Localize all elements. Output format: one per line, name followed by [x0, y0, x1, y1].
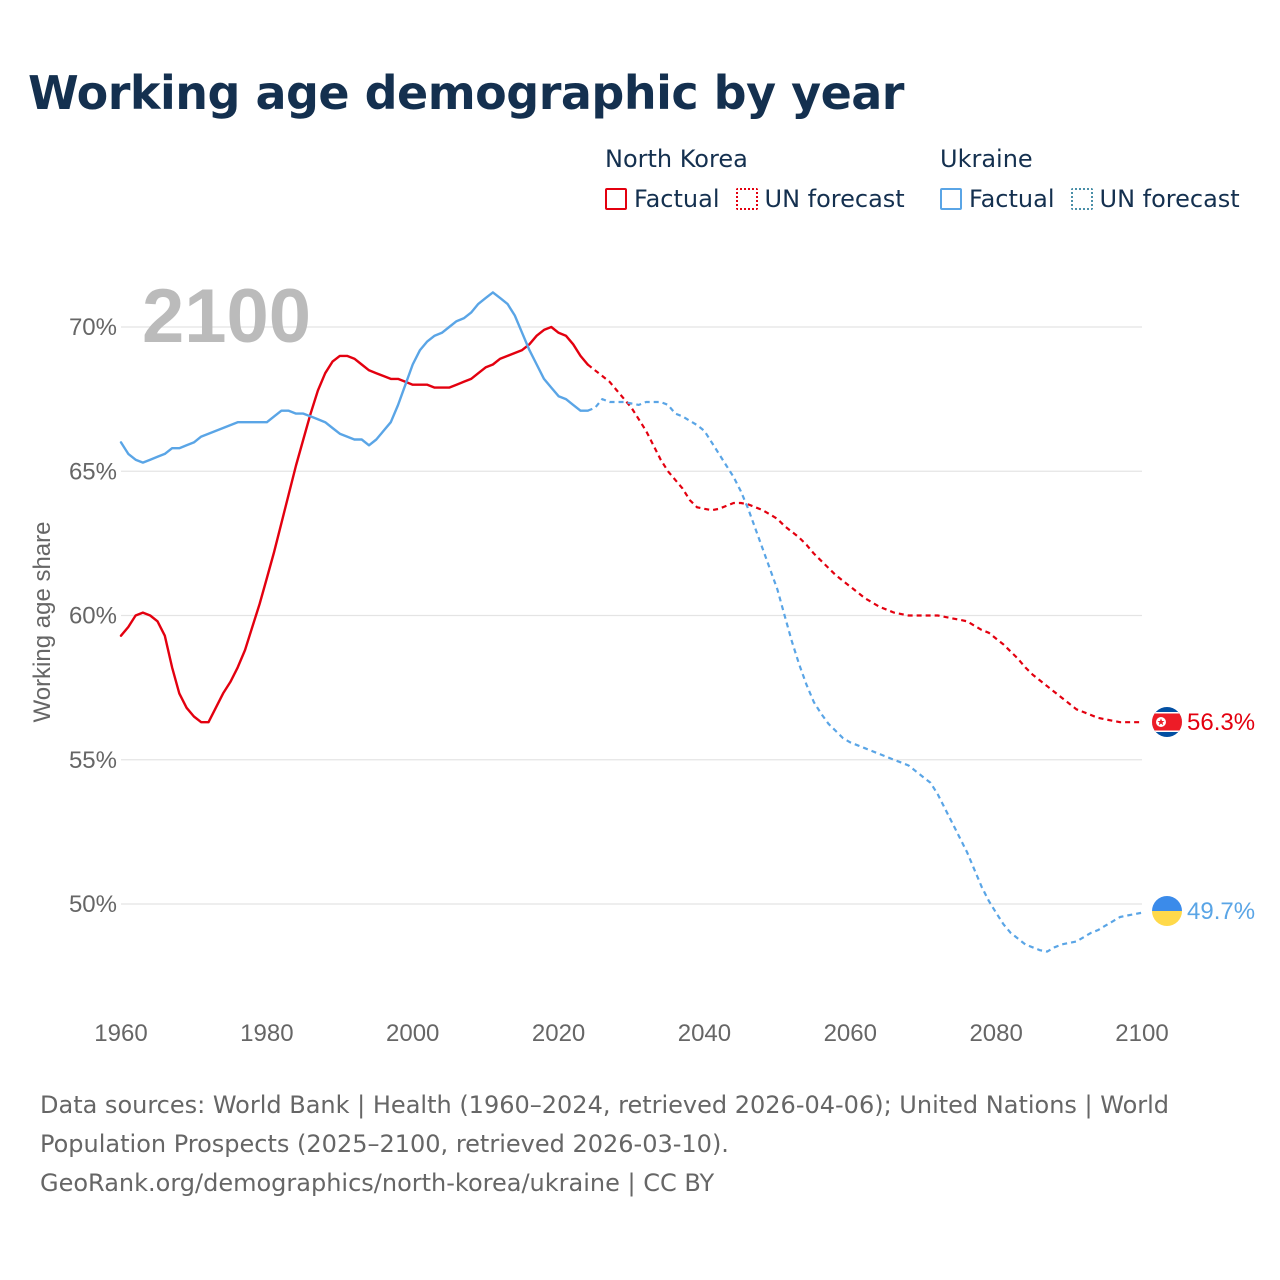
footer-url[interactable]: GeoRank.org/demographics/north-korea/ukr… [40, 1169, 715, 1197]
x-tick-label: 2080 [969, 1020, 1022, 1047]
x-tick-label: 2060 [824, 1020, 877, 1047]
north-korea-factual-line[interactable] [119, 325, 589, 724]
x-tick-label: 1980 [240, 1020, 293, 1047]
x-tick-label: 2000 [386, 1020, 439, 1047]
footer-sources: Data sources: World Bank | Health (1960–… [40, 1091, 1170, 1158]
ukraine-end-label: 49.7% [1187, 898, 1255, 925]
north-korea-forecast-line[interactable] [587, 363, 1142, 724]
ukraine-flag [1152, 896, 1182, 926]
x-tick-label: 2020 [532, 1020, 585, 1047]
legend-label: Factual [969, 185, 1055, 213]
legend-item-north-korea-factual[interactable]: Factual [605, 185, 720, 213]
legend-swatch-solid [940, 188, 962, 210]
y-tick-label: 55% [69, 747, 117, 774]
year-watermark: 2100 [142, 274, 311, 359]
ukraine-forecast-line[interactable] [587, 398, 1143, 953]
chart-title: Working age demographic by year [28, 66, 905, 120]
line-chart: 50% 55% 60% 65% 70% 1960 1980 2000 2020 2040 2060 2… [29, 274, 1255, 1047]
y-tick-label: 50% [69, 891, 117, 918]
legend-item-ukraine-forecast[interactable]: UN forecast [1070, 185, 1240, 213]
legend-label: UN forecast [764, 185, 905, 213]
legend-item-north-korea-forecast[interactable]: UN forecast [735, 185, 905, 213]
north-korea-end-label: 56.3% [1187, 709, 1255, 736]
legend-title-ukraine: Ukraine [940, 145, 1033, 173]
legend-swatch-dotted [1070, 188, 1093, 210]
x-tick-label: 2040 [678, 1020, 731, 1047]
legend-group-north-korea: North Korea Factual UN forecast [605, 145, 921, 213]
y-tick-label: 60% [69, 603, 117, 630]
y-tick-label: 65% [69, 458, 117, 485]
legend-label: UN forecast [1099, 185, 1240, 213]
ukraine-factual-line[interactable] [119, 291, 589, 464]
legend-swatch-dotted [735, 188, 758, 210]
x-tick-label: 1960 [94, 1020, 147, 1047]
legend-label: Factual [634, 185, 720, 213]
legend-swatch-solid [605, 188, 627, 210]
footer: Data sources: World Bank | Health (1960–… [40, 1086, 1200, 1203]
y-tick-label: 70% [69, 314, 117, 341]
x-tick-label: 2100 [1115, 1020, 1168, 1047]
legend-title-north-korea: North Korea [605, 145, 748, 173]
legend-group-ukraine: Ukraine Factual UN forecast [940, 145, 1240, 213]
legend-item-ukraine-factual[interactable]: Factual [940, 185, 1055, 213]
north-korea-flag [1152, 707, 1182, 737]
y-axis-label: Working age share [29, 522, 56, 723]
